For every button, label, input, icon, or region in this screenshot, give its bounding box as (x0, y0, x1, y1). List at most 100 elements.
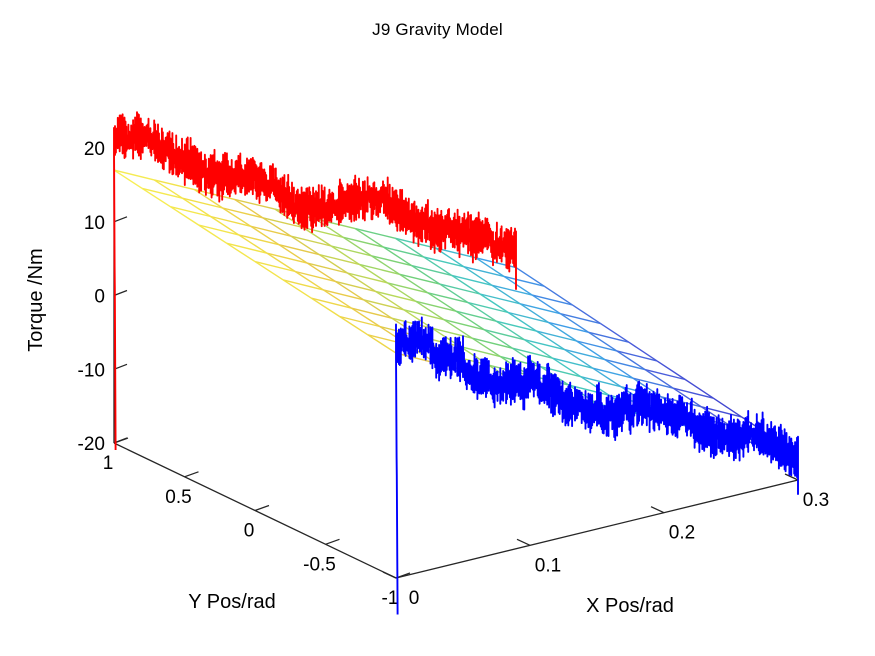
mesh-line-y (347, 272, 376, 292)
mesh-line-y (600, 323, 630, 343)
mesh-line-y (411, 265, 441, 285)
mesh-line-x (548, 321, 589, 333)
mesh-line-x (363, 299, 404, 311)
z-tick-label-1: 10 (84, 213, 105, 234)
mesh-line-x (290, 235, 332, 247)
mesh-line-x (154, 179, 195, 191)
mesh-line-y (701, 406, 730, 426)
mesh-line-y (672, 387, 702, 408)
trace-measured-torque-lower (395, 316, 799, 615)
mesh-line-y (467, 302, 497, 322)
mesh-line-x (266, 252, 308, 264)
mesh-line-x (443, 319, 485, 331)
mesh-line-x (343, 236, 384, 248)
mesh-line-x (355, 227, 396, 239)
mesh-line-x (427, 292, 469, 304)
mesh-line-x (262, 217, 304, 229)
mesh-line-x (307, 262, 348, 274)
x-axis-line (395, 479, 799, 579)
mesh-line-y (592, 367, 622, 388)
mesh-line-y (339, 315, 369, 336)
mesh-line-y (503, 275, 533, 296)
mesh-line-y (495, 320, 525, 341)
mesh-line-x (222, 207, 263, 219)
mesh-line-y (170, 206, 199, 226)
mesh-line-x (170, 206, 211, 218)
mesh-line-y (403, 309, 433, 329)
mesh-line-x (632, 377, 674, 389)
mesh-line-y (580, 376, 610, 396)
mesh-line-y (552, 357, 582, 378)
mesh-line-y (314, 218, 344, 238)
y-axis-label: Y Pos/rad (188, 591, 275, 613)
mesh-line-y (616, 350, 646, 371)
mesh-line-x (484, 329, 525, 341)
mesh-line-y (371, 255, 400, 275)
x-tick-label-2: 0.2 (669, 523, 695, 544)
mesh-line-x (512, 347, 553, 359)
mesh-line-y (294, 270, 324, 291)
mesh-line-y (351, 307, 381, 328)
z-tick-label-0: 20 (84, 139, 105, 160)
mesh-line-x (403, 309, 445, 321)
mesh-line-x (359, 263, 400, 275)
z-axis-label: Torque /Nm (25, 248, 47, 351)
mesh-line-x (472, 337, 513, 349)
mesh-line-x (347, 272, 388, 284)
mesh-line-y (483, 329, 513, 349)
mesh-line-x (238, 234, 280, 246)
mesh-line-x (210, 215, 251, 227)
mesh-line-x (283, 279, 324, 291)
mesh-line-x (576, 340, 617, 352)
mesh-line-x (295, 270, 336, 283)
mesh-line-x (391, 317, 433, 329)
mesh-line-y (512, 347, 541, 368)
y-tick-label-3: -0.5 (303, 554, 336, 575)
mesh-line-x (375, 290, 416, 302)
mesh-line-x (592, 367, 634, 379)
trace-measured-torque-upper (113, 111, 517, 451)
mesh-line-y (198, 224, 228, 244)
mesh-line-y (335, 280, 364, 301)
mesh-line-x (331, 245, 372, 257)
mesh-line-y (451, 274, 481, 295)
mesh-line-x (455, 310, 497, 322)
mesh-line-y (560, 313, 589, 333)
x-tick-0 (382, 571, 397, 579)
mesh-line-y (210, 215, 240, 236)
mesh-line-y (427, 292, 457, 312)
mesh-line-x (411, 264, 452, 277)
mesh-line-x (339, 315, 380, 328)
mesh-line-x (604, 358, 646, 371)
mesh-line-x (399, 273, 440, 285)
mesh-line-x (415, 300, 457, 312)
mesh-line-x (226, 242, 268, 254)
mesh-line-y (604, 359, 634, 379)
mesh-line-x (198, 224, 239, 236)
mesh-line-y (475, 257, 505, 277)
mesh-line-x (496, 320, 537, 332)
y-tick-label-4: -1 (382, 588, 399, 609)
mesh-line-y (323, 289, 352, 309)
mesh-line-y (342, 236, 372, 257)
mesh-line-x (142, 187, 183, 199)
mesh-line-x (278, 244, 320, 256)
mesh-line-y (375, 290, 405, 311)
mesh-line-y (399, 273, 429, 294)
mesh-line-x (423, 256, 464, 268)
mesh-line-x (580, 376, 622, 388)
mesh-line-y (536, 330, 565, 351)
mesh-line-x (383, 246, 424, 258)
mesh-line-y (282, 279, 312, 299)
mesh-line-y (222, 207, 252, 227)
mesh-line-x (644, 368, 686, 381)
mesh-line-y (367, 334, 397, 354)
mesh-line-y (515, 267, 545, 287)
mesh-line-x (673, 387, 714, 399)
mesh-line-y (588, 331, 618, 352)
mesh-line-y (415, 300, 445, 321)
mesh-line-y (548, 321, 577, 342)
mesh-line-y (238, 234, 268, 254)
